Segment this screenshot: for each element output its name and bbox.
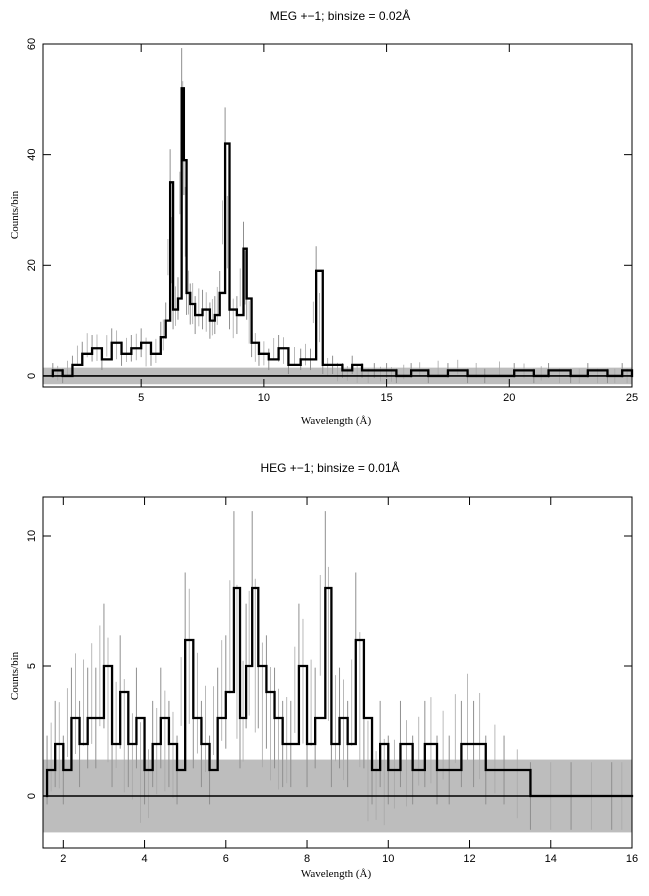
meg-y-axis-label: Counts/bin <box>9 190 21 239</box>
meg-x-tick-label: 25 <box>626 392 638 404</box>
meg-y-tick-label: 0 <box>26 373 38 379</box>
meg-chart-title: MEG +−1; binsize = 0.02Å <box>270 8 410 23</box>
heg-panel: HEG +−1; binsize = 0.01Å Wavelength (Å) … <box>9 460 638 880</box>
meg-plot-frame <box>42 43 633 388</box>
heg-x-tick-label: 10 <box>382 853 394 865</box>
meg-x-tick-label: 10 <box>258 392 270 404</box>
meg-x-tick-label: 15 <box>380 392 392 404</box>
meg-y-tick-label: 40 <box>26 149 38 161</box>
meg-panel: MEG +−1; binsize = 0.02Å Wavelength (Å) … <box>9 8 638 427</box>
heg-x-tick-label: 14 <box>545 853 557 865</box>
meg-plot-area: 5 10 15 20 25 0 20 40 60 <box>26 38 638 404</box>
heg-plot-frame <box>42 496 633 849</box>
meg-x-tick-label: 20 <box>503 392 515 404</box>
heg-y-tick-label: 10 <box>26 530 38 542</box>
heg-y-tick-label: 5 <box>26 663 38 669</box>
meg-x-tick-label: 5 <box>138 392 144 404</box>
heg-plot-area: 2 4 6 8 10 12 14 16 0 5 10 <box>26 496 638 865</box>
heg-x-tick-label: 16 <box>626 853 638 865</box>
meg-y-tick-label: 20 <box>26 259 38 271</box>
heg-y-tick-label: 0 <box>26 793 38 799</box>
heg-chart-title: HEG +−1; binsize = 0.01Å <box>260 460 399 475</box>
heg-x-tick-label: 2 <box>60 853 66 865</box>
meg-y-tick-label: 60 <box>26 38 38 50</box>
heg-x-tick-label: 6 <box>223 853 229 865</box>
meg-spectrum-line <box>51 87 634 378</box>
heg-x-tick-label: 8 <box>304 853 310 865</box>
meg-x-axis-label: Wavelength (Å) <box>301 415 372 427</box>
heg-spectrum-line <box>45 586 634 798</box>
heg-x-axis-label: Wavelength (Å) <box>301 868 372 880</box>
heg-x-tick-label: 12 <box>463 853 475 865</box>
heg-y-axis-label: Counts/bin <box>9 651 21 700</box>
heg-x-tick-label: 4 <box>141 853 147 865</box>
